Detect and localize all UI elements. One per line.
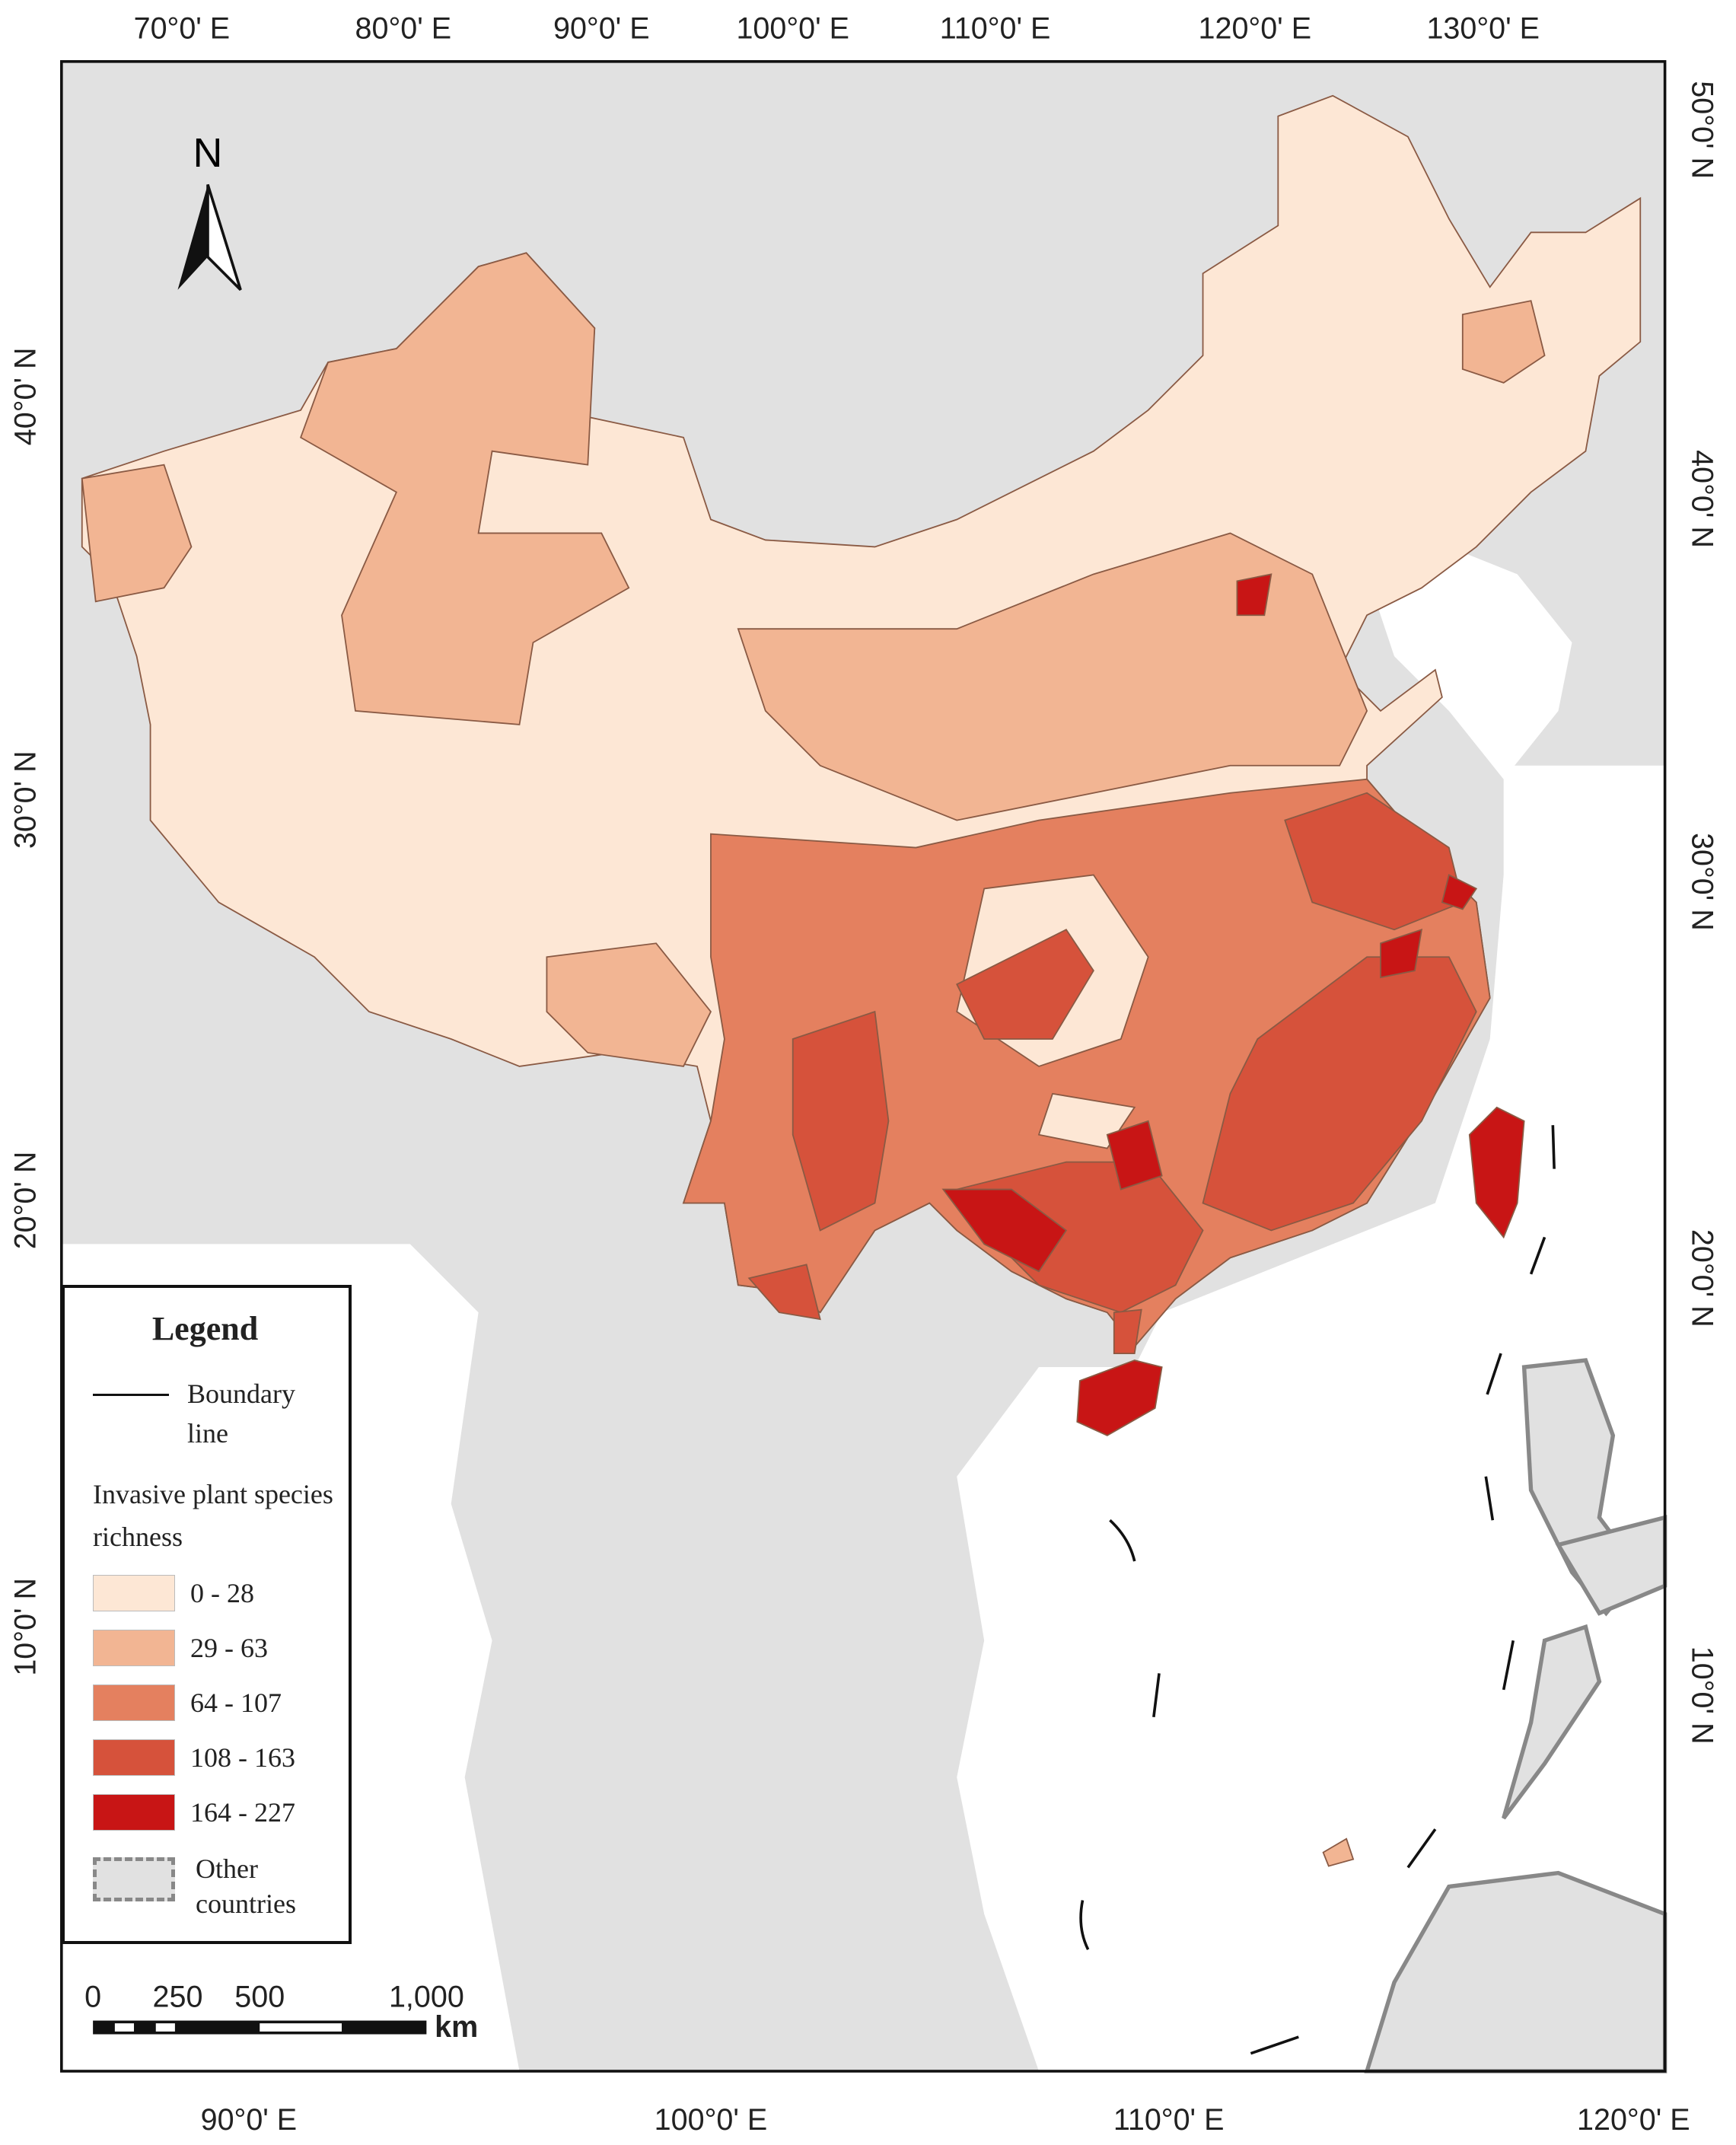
right-axis-label: 20°0' N [1686, 1229, 1719, 1327]
boundary-line [1079, 1125, 1556, 2055]
left-axis-label: 30°0' N [9, 751, 43, 849]
right-axis-label: 10°0' N [1686, 1646, 1719, 1745]
bottom-axis-label: 100°0' E [655, 2103, 768, 2137]
scale-label: 500 [234, 1981, 285, 2014]
scale-label: 0 [84, 1981, 101, 2014]
other-swatch [93, 1857, 175, 1901]
legend-class-label: 64 - 107 [190, 1688, 282, 1718]
top-axis-label: 80°0' E [355, 11, 452, 45]
top-axis-label: 70°0' E [134, 11, 231, 45]
top-axis-label: 130°0' E [1426, 11, 1540, 45]
scale-unit: km [435, 2010, 478, 2044]
legend-heading: Invasive plant species richness [93, 1479, 333, 1552]
legend-class-label: 0 - 28 [190, 1578, 254, 1608]
china-regions [81, 94, 1642, 1867]
right-axis-label: 30°0' N [1686, 833, 1719, 931]
boundary-swatch [93, 1394, 169, 1396]
right-axis-label: 50°0' N [1686, 81, 1719, 179]
left-axis-label: 40°0' N [9, 347, 43, 445]
bottom-axis-label: 120°0' E [1577, 2103, 1690, 2137]
legend-swatch [93, 1684, 175, 1721]
legend-swatch [93, 1575, 175, 1611]
north-label: N [193, 130, 223, 176]
top-axis-label: 120°0' E [1199, 11, 1312, 45]
legend-class-label: 164 - 227 [190, 1797, 295, 1828]
bottom-axis-label: 90°0' E [201, 2103, 298, 2137]
legend-class-label: 108 - 163 [190, 1742, 295, 1773]
top-axis-label: 110°0' E [940, 11, 1051, 45]
scale-bar [93, 2020, 427, 2035]
north-arrow [177, 184, 209, 290]
map-frame [60, 60, 1667, 2073]
legend-swatch [93, 1630, 175, 1666]
scale-label: 1,000 [389, 1981, 464, 2014]
bottom-axis-label: 110°0' E [1113, 2103, 1225, 2137]
legend-title: Legend [151, 1310, 259, 1347]
legend-other: Other countries [196, 1853, 296, 1919]
top-axis-label: 90°0' E [553, 11, 650, 45]
legend-class-label: 29 - 63 [190, 1633, 268, 1663]
scale-label: 250 [153, 1981, 203, 2014]
top-axis-label: 100°0' E [736, 11, 849, 45]
legend-swatch [93, 1794, 175, 1831]
left-axis-label: 20°0' N [9, 1152, 43, 1250]
legend-swatch [93, 1739, 175, 1776]
left-axis-label: 10°0' N [9, 1578, 43, 1676]
north-arrow [206, 183, 242, 292]
right-axis-label: 40°0' N [1686, 450, 1719, 548]
legend-boundary: Boundary line [187, 1378, 295, 1449]
legend [62, 1285, 352, 1944]
